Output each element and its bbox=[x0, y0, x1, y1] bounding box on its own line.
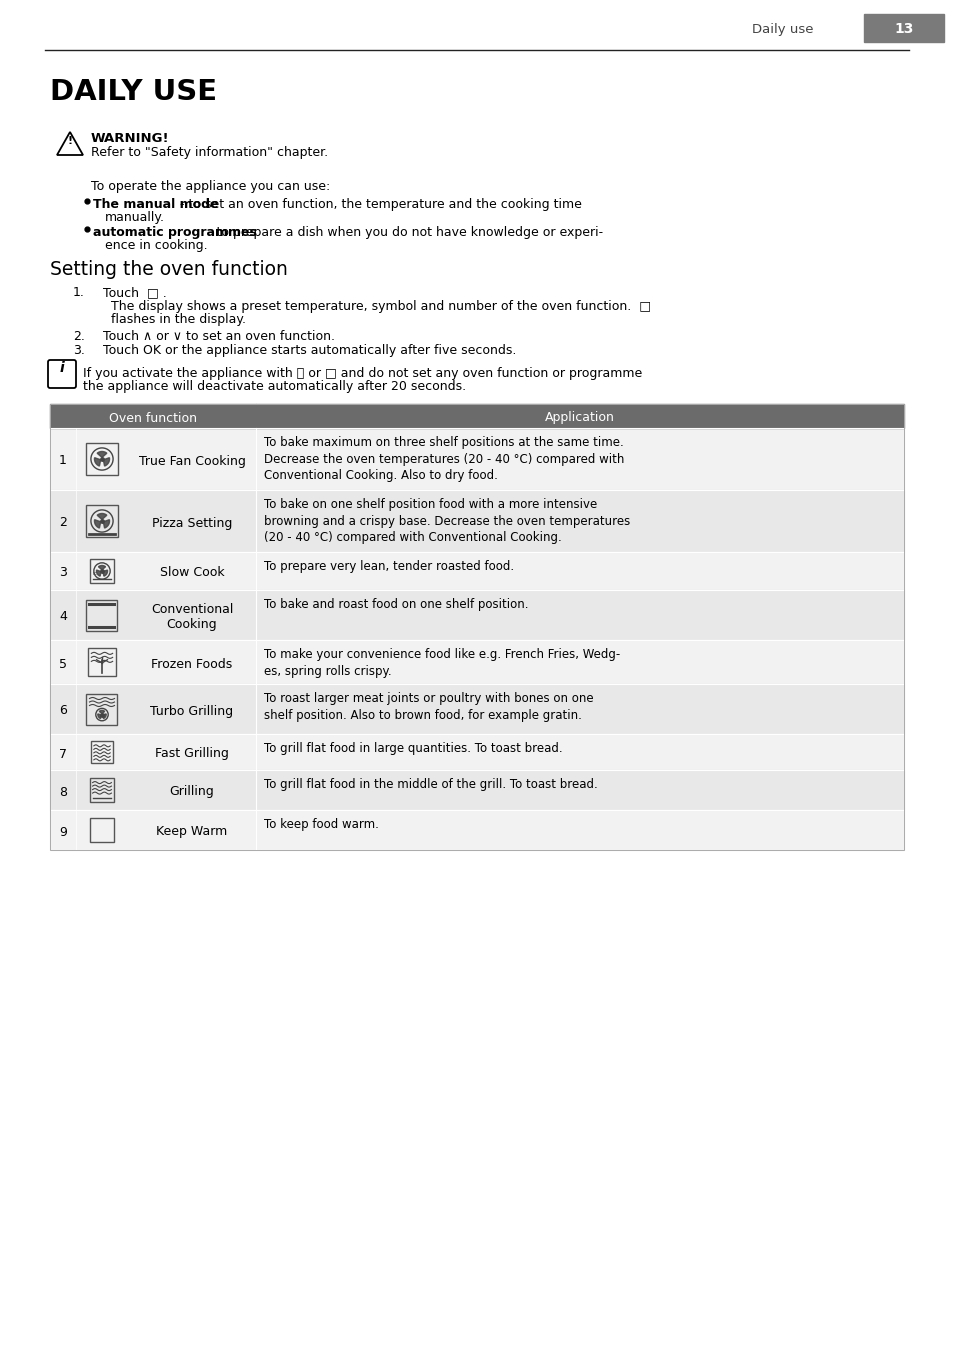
Text: 9: 9 bbox=[59, 826, 67, 838]
Bar bbox=[89, 649, 115, 676]
Bar bbox=[90, 818, 114, 842]
Text: 2.: 2. bbox=[73, 330, 85, 343]
Text: If you activate the appliance with ⓘ or □ and do not set any oven function or pr: If you activate the appliance with ⓘ or … bbox=[83, 366, 641, 380]
Bar bbox=[50, 404, 255, 429]
Text: Keep Warm: Keep Warm bbox=[156, 826, 228, 838]
Text: - to set an oven function, the temperature and the cooking time: - to set an oven function, the temperatu… bbox=[176, 197, 581, 211]
Polygon shape bbox=[97, 514, 107, 519]
Text: To grill flat food in the middle of the grill. To toast bread.: To grill flat food in the middle of the … bbox=[264, 777, 598, 791]
Text: flashes in the display.: flashes in the display. bbox=[111, 314, 246, 326]
Text: rc: rc bbox=[92, 571, 97, 576]
Text: 6: 6 bbox=[59, 704, 67, 718]
Text: Fast Grilling: Fast Grilling bbox=[155, 748, 229, 760]
Bar bbox=[50, 489, 903, 552]
Text: Slow Cook: Slow Cook bbox=[159, 566, 224, 580]
Text: Refer to "Safety information" chapter.: Refer to "Safety information" chapter. bbox=[91, 146, 328, 160]
Text: Frozen Foods: Frozen Foods bbox=[152, 657, 233, 671]
Polygon shape bbox=[98, 565, 106, 571]
Text: To roast larger meat joints or poultry with bones on one
shelf position. Also to: To roast larger meat joints or poultry w… bbox=[264, 692, 593, 722]
Bar bbox=[86, 506, 118, 537]
Bar bbox=[50, 552, 903, 589]
Polygon shape bbox=[103, 458, 110, 466]
Bar bbox=[863, 14, 943, 42]
Polygon shape bbox=[103, 519, 110, 529]
Bar bbox=[255, 404, 903, 429]
Bar bbox=[50, 810, 903, 850]
Text: Conventional
Cooking: Conventional Cooking bbox=[151, 603, 233, 631]
Bar bbox=[50, 771, 903, 810]
Text: i: i bbox=[59, 361, 64, 375]
Text: 3.: 3. bbox=[73, 343, 85, 357]
Text: ence in cooking.: ence in cooking. bbox=[105, 239, 208, 251]
Polygon shape bbox=[103, 714, 106, 718]
Text: To grill flat food in large quantities. To toast bread.: To grill flat food in large quantities. … bbox=[264, 742, 562, 754]
Text: !: ! bbox=[68, 135, 72, 146]
Text: Oven function: Oven function bbox=[109, 411, 196, 425]
Text: 1: 1 bbox=[59, 454, 67, 468]
Text: Touch ∧ or ∨ to set an oven function.: Touch ∧ or ∨ to set an oven function. bbox=[103, 330, 335, 343]
Text: 4: 4 bbox=[59, 611, 67, 623]
Bar bbox=[87, 694, 117, 725]
Text: 7: 7 bbox=[59, 748, 67, 760]
Text: the appliance will deactivate automatically after 20 seconds.: the appliance will deactivate automatica… bbox=[83, 380, 466, 393]
Text: Grilling: Grilling bbox=[170, 786, 214, 799]
Text: Daily use: Daily use bbox=[752, 23, 813, 35]
Text: True Fan Cooking: True Fan Cooking bbox=[138, 454, 245, 468]
Text: To prepare very lean, tender roasted food.: To prepare very lean, tender roasted foo… bbox=[264, 560, 514, 573]
Text: The display shows a preset temperature, symbol and number of the oven function. : The display shows a preset temperature, … bbox=[111, 300, 650, 314]
Bar bbox=[86, 443, 118, 475]
Text: Turbo Grilling: Turbo Grilling bbox=[151, 704, 233, 718]
Text: To make your convenience food like e.g. French Fries, Wedg-
es, spring rolls cri: To make your convenience food like e.g. … bbox=[264, 648, 619, 677]
Text: Setting the oven function: Setting the oven function bbox=[50, 260, 288, 279]
Text: automatic programmes: automatic programmes bbox=[92, 226, 256, 239]
Bar bbox=[50, 684, 903, 734]
Text: The manual mode: The manual mode bbox=[92, 197, 218, 211]
Text: Touch OK or the appliance starts automatically after five seconds.: Touch OK or the appliance starts automat… bbox=[103, 343, 516, 357]
Polygon shape bbox=[96, 571, 101, 576]
Text: 1.: 1. bbox=[73, 287, 85, 299]
Text: 3: 3 bbox=[59, 566, 67, 580]
Text: Pizza Setting: Pizza Setting bbox=[152, 516, 232, 530]
Bar bbox=[91, 560, 113, 583]
Polygon shape bbox=[99, 710, 105, 714]
Text: 8: 8 bbox=[59, 786, 67, 799]
Text: 13: 13 bbox=[893, 22, 913, 37]
Polygon shape bbox=[98, 714, 101, 718]
Bar bbox=[50, 639, 903, 684]
Polygon shape bbox=[94, 519, 101, 529]
Bar bbox=[91, 741, 113, 763]
Bar bbox=[90, 777, 114, 802]
Text: To bake on one shelf position food with a more intensive
browning and a crispy b: To bake on one shelf position food with … bbox=[264, 498, 630, 544]
Polygon shape bbox=[97, 452, 107, 457]
Text: 2: 2 bbox=[59, 516, 67, 530]
Text: To keep food warm.: To keep food warm. bbox=[264, 818, 378, 831]
Bar bbox=[50, 589, 903, 639]
FancyBboxPatch shape bbox=[48, 360, 76, 388]
Text: To operate the appliance you can use:: To operate the appliance you can use: bbox=[91, 180, 330, 193]
Text: WARNING!: WARNING! bbox=[91, 132, 170, 145]
Text: manually.: manually. bbox=[105, 211, 165, 224]
Text: - to prepare a dish when you do not have knowledge or experi-: - to prepare a dish when you do not have… bbox=[204, 226, 602, 239]
Text: To bake and roast food on one shelf position.: To bake and roast food on one shelf posi… bbox=[264, 598, 528, 611]
Text: 5: 5 bbox=[59, 657, 67, 671]
Polygon shape bbox=[94, 458, 101, 466]
Bar bbox=[87, 599, 117, 630]
Bar bbox=[50, 429, 903, 489]
Polygon shape bbox=[103, 571, 108, 576]
Text: Application: Application bbox=[544, 411, 615, 425]
Text: Touch  □ .: Touch □ . bbox=[103, 287, 167, 299]
Text: To bake maximum on three shelf positions at the same time.
Decrease the oven tem: To bake maximum on three shelf positions… bbox=[264, 435, 623, 483]
Bar bbox=[50, 734, 903, 771]
Bar bbox=[50, 404, 903, 850]
Text: DAILY USE: DAILY USE bbox=[50, 78, 217, 105]
